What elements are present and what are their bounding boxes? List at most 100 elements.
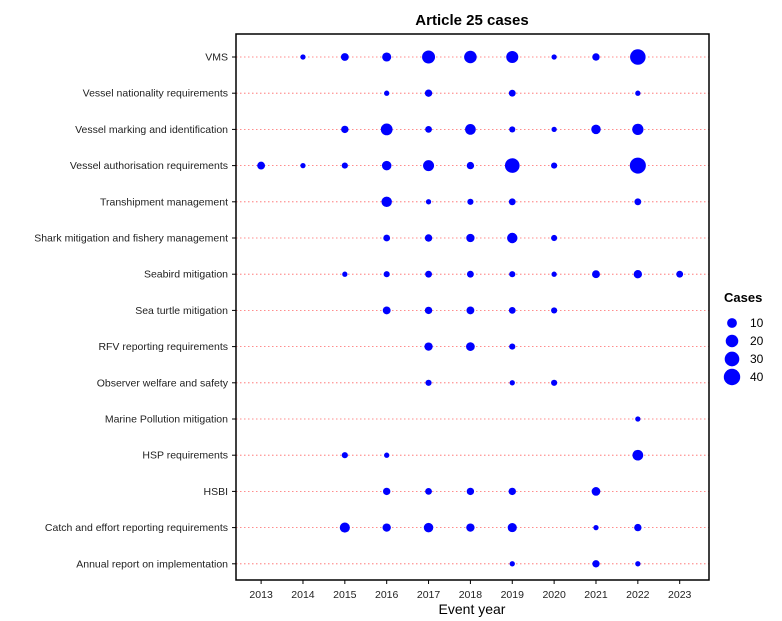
data-point (630, 49, 646, 65)
data-point (509, 561, 515, 567)
data-point (341, 452, 348, 459)
data-points (257, 49, 684, 568)
x-tick-label: 2020 (542, 589, 566, 601)
data-point (339, 522, 350, 533)
data-point (341, 125, 349, 134)
x-axis-label: Event year (439, 601, 506, 617)
category-label: Annual report on implementation (76, 558, 228, 570)
legend-key (727, 318, 737, 328)
data-point (382, 523, 391, 532)
data-point (381, 160, 392, 171)
data-point (424, 89, 433, 97)
data-point (507, 523, 517, 533)
legend-label: 20 (750, 334, 764, 348)
data-point (635, 90, 641, 96)
data-point (508, 198, 516, 206)
data-point (466, 233, 475, 243)
x-tick-label: 2023 (668, 589, 692, 601)
legend: Cases 10 20 30 40 (723, 290, 764, 386)
data-point (424, 234, 433, 242)
data-point (466, 487, 475, 496)
category-label: Marine Pollution mitigation (105, 414, 228, 426)
x-tick-label: 2022 (626, 589, 650, 601)
data-point (342, 271, 348, 277)
x-tick-label: 2019 (501, 589, 525, 601)
category-label: RFV reporting requirements (98, 341, 228, 353)
data-point (383, 487, 391, 496)
legend-title: Cases (724, 290, 762, 305)
data-point (425, 199, 432, 205)
data-point (383, 271, 390, 278)
category-label: Sea turtle mitigation (135, 305, 228, 317)
data-point (380, 123, 393, 136)
data-point (592, 270, 600, 279)
legend-label: 10 (750, 316, 764, 330)
data-point (425, 125, 432, 133)
data-point (634, 198, 642, 206)
x-tick-label: 2015 (333, 589, 357, 601)
data-point (300, 54, 306, 60)
data-point (676, 270, 684, 278)
legend-key (723, 368, 741, 386)
category-label: Vessel nationality requirements (83, 88, 228, 100)
x-axis-ticks: 2013 2014 2015 2016 2017 2018 2019 2020 2021 2022… (249, 580, 692, 601)
data-point (635, 561, 641, 567)
data-point (551, 126, 557, 133)
data-point (464, 50, 477, 64)
legend-key (725, 334, 739, 348)
data-point (551, 271, 557, 277)
data-point (382, 52, 392, 62)
data-point (423, 522, 434, 533)
data-point (551, 379, 558, 386)
data-point (504, 158, 520, 173)
data-point (257, 161, 266, 170)
data-point (509, 271, 516, 278)
data-point (341, 162, 348, 169)
category-label: HSP requirements (142, 450, 228, 462)
data-point (551, 162, 558, 169)
data-point (424, 342, 433, 351)
category-label: Observer welfare and safety (97, 377, 229, 389)
data-point (300, 162, 306, 169)
x-tick-label: 2017 (417, 589, 441, 601)
data-point (508, 487, 516, 496)
data-point (551, 54, 557, 60)
category-label: Vessel authorisation requirements (70, 160, 228, 172)
data-point (591, 487, 601, 496)
data-point (466, 306, 475, 315)
data-point (507, 232, 518, 244)
data-point (592, 53, 600, 61)
data-point (466, 523, 475, 532)
data-point (424, 306, 433, 315)
category-label: Transhipment management (100, 196, 228, 208)
data-point (508, 89, 516, 97)
legend-label: 30 (750, 352, 764, 366)
data-point (384, 452, 390, 458)
category-label: VMS (205, 52, 228, 64)
data-point (467, 198, 474, 205)
data-point (384, 90, 390, 96)
chart-title: Article 25 cases (415, 12, 528, 29)
legend-label: 40 (750, 370, 764, 384)
data-point (466, 342, 475, 351)
x-tick-label: 2021 (584, 589, 608, 601)
data-point (383, 234, 391, 242)
x-tick-label: 2014 (291, 589, 315, 601)
data-point (381, 196, 392, 208)
data-point (591, 124, 601, 135)
data-point (633, 270, 643, 279)
data-point (634, 523, 642, 532)
data-point (508, 306, 516, 314)
data-point (506, 50, 519, 64)
data-point (382, 306, 391, 315)
data-point (422, 50, 436, 64)
category-labels: VMS Vessel nationality requirements Vessel… (34, 52, 229, 571)
plot-frame (235, 33, 710, 581)
data-point (465, 124, 476, 135)
category-label: Shark mitigation and fishery management (34, 233, 228, 245)
category-label: Vessel marking and identification (75, 124, 228, 136)
data-point (423, 160, 435, 172)
data-point (592, 560, 600, 568)
